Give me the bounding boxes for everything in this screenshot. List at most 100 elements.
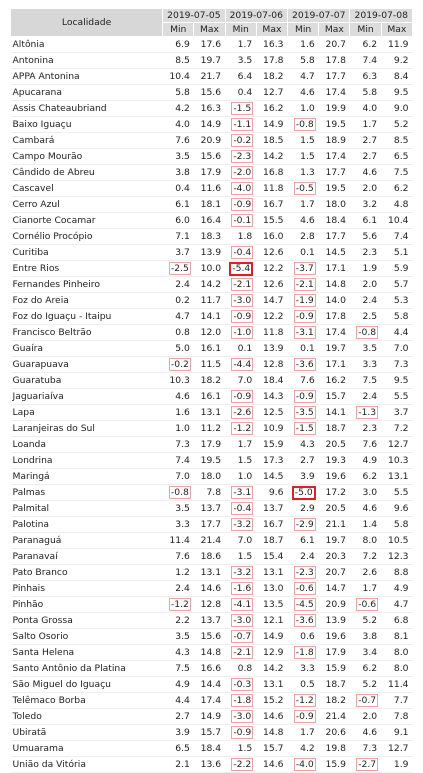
temperature-value: 12.7	[388, 743, 409, 754]
temperature-value: 13.9	[200, 247, 222, 258]
min-temp-cell: 2.4	[349, 292, 382, 309]
temperature-value: 13.9	[263, 343, 284, 354]
locality-name: Cornélio Procópio	[10, 228, 163, 245]
max-temp-cell: 17.8	[256, 52, 288, 69]
temperature-value: 4.4	[175, 695, 190, 706]
temperature-value: 19.5	[325, 119, 346, 130]
min-temp-cell: 4.0	[162, 116, 194, 133]
min-temp-cell: 1.2	[162, 564, 194, 581]
max-temp-cell: 18.7	[256, 532, 288, 549]
min-temp-cell: -2.7	[349, 756, 382, 773]
temperature-value: 19.6	[325, 471, 346, 482]
temperature-value: -2.7	[356, 758, 379, 771]
temperature-value: 17.9	[200, 439, 222, 450]
min-temp-cell: 7.5	[162, 660, 194, 677]
max-temp-cell: 17.9	[193, 164, 226, 181]
temperature-value: 1.0	[175, 423, 190, 434]
temperature-value: 5.7	[393, 279, 409, 290]
min-temp-cell: 7.0	[225, 372, 257, 389]
max-temp-cell: 13.1	[381, 468, 413, 485]
max-temp-cell: 12.5	[256, 404, 288, 421]
max-temp-cell: 6.5	[381, 148, 413, 165]
min-temp-cell: 4.2	[287, 740, 319, 757]
temperature-value: 2.6	[362, 567, 378, 578]
table-row: Altônia 6.9 17.6 1.7 16.3 1.6 20.7 6.2 11.9	[10, 36, 413, 53]
temperature-value: 7.0	[175, 471, 190, 482]
max-temp-cell: 13.1	[256, 564, 288, 581]
min-temp-cell: -1.8	[225, 692, 257, 709]
temperature-value: -3.6	[293, 614, 316, 627]
temperature-value: 13.7	[200, 503, 222, 514]
temperature-value: 4.7	[393, 599, 409, 610]
temperature-value: 14.8	[200, 647, 222, 658]
min-header: Min	[286, 22, 320, 37]
temperature-value: 0.1	[237, 343, 253, 354]
temperature-value: 18.4	[200, 743, 222, 754]
temperature-value: 12.8	[200, 599, 222, 610]
temperature-value: 17.6	[200, 39, 222, 50]
min-temp-cell: -0.2	[162, 356, 194, 373]
max-temp-cell: 11.8	[256, 324, 288, 341]
min-temp-cell: -2.1	[225, 276, 257, 293]
temperature-value: 3.5	[237, 55, 253, 66]
max-temp-cell: 15.6	[193, 628, 226, 645]
temperature-value: 2.7	[175, 711, 190, 722]
locality-name: Campo Mourão	[10, 148, 163, 165]
min-temp-cell: -4.1	[225, 596, 257, 613]
temperature-value: -1.5	[293, 422, 316, 435]
temperature-value: 21.4	[200, 535, 222, 546]
temperature-value: 7.4	[362, 55, 378, 66]
temperature-value: 8.0	[393, 647, 409, 658]
max-temp-cell: 16.0	[256, 228, 288, 245]
min-temp-cell: 1.7	[349, 580, 382, 597]
locality-name: Guaratuba	[10, 372, 163, 389]
temperature-value: 17.7	[325, 71, 346, 82]
temperature-value: 1.7	[237, 439, 253, 450]
table-row: Foz do Iguaçu - Itaipu 4.7 14.1 -0.9 12.2 -0.…	[10, 308, 413, 325]
temperature-value: 17.4	[325, 87, 346, 98]
temperature-value: 10.4	[388, 215, 409, 226]
temperature-value: 17.7	[325, 231, 346, 242]
temperature-value: -0.2	[231, 134, 254, 147]
temperature-value: 14.2	[200, 279, 222, 290]
temperature-value: 13.5	[263, 599, 284, 610]
temperature-value: 14.0	[325, 295, 346, 306]
temperature-value: 1.5	[300, 151, 315, 162]
max-temp-cell: 4.4	[381, 324, 413, 341]
date-header: 2019-07-08	[349, 8, 413, 23]
temperature-value: -4.0	[231, 182, 254, 195]
temperature-value: 1.7	[362, 583, 378, 594]
max-temp-cell: 12.8	[193, 596, 226, 613]
min-temp-cell: -3.2	[225, 564, 257, 581]
temperature-value: 11.4	[169, 535, 190, 546]
temperature-value: 9.5	[393, 375, 409, 386]
temperature-value: 14.3	[263, 391, 284, 402]
max-temp-cell: 10.0	[193, 260, 226, 277]
temperature-value: -0.7	[356, 694, 379, 707]
temperature-value: 14.9	[263, 631, 284, 642]
min-temp-cell: 6.1	[287, 532, 319, 549]
temperature-value: -0.9	[231, 726, 254, 739]
max-header: Max	[380, 22, 414, 37]
temperature-value: -0.2	[168, 358, 191, 371]
max-temp-cell: 12.0	[193, 324, 226, 341]
temperature-value: 7.1	[175, 231, 190, 242]
max-temp-cell: 14.9	[193, 708, 226, 725]
temperature-value: 1.0	[300, 103, 315, 114]
min-temp-cell: 1.5	[287, 148, 319, 165]
max-temp-cell: 5.8	[381, 308, 413, 325]
max-temp-cell: 17.9	[318, 644, 350, 661]
temperature-value: 2.7	[300, 455, 315, 466]
locality-name: Telêmaco Borba	[10, 692, 163, 709]
min-temp-cell: -1.2	[162, 596, 194, 613]
temperature-value: 3.4	[362, 647, 378, 658]
temperature-value: 5.8	[362, 87, 378, 98]
min-temp-cell: 8.0	[349, 532, 382, 549]
temperature-value: 7.4	[175, 455, 190, 466]
min-temp-cell: -3.0	[225, 612, 257, 629]
temperature-value: 12.5	[263, 407, 284, 418]
min-temp-cell: -0.1	[225, 212, 257, 229]
max-temp-cell: 15.4	[256, 548, 288, 565]
temperature-value: 2.3	[362, 247, 378, 258]
weather-table-container: Localidade 2019-07-05 2019-07-06 2019-07…	[9, 8, 414, 773]
